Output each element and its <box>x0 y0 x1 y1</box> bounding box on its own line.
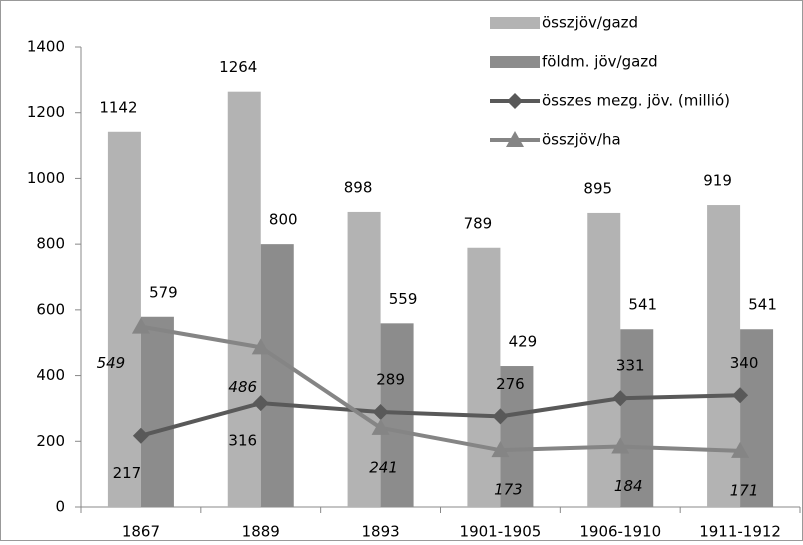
bar <box>380 323 414 507</box>
line-label: 549 <box>97 354 126 372</box>
line-marker <box>492 408 509 425</box>
bar-label: 789 <box>464 214 493 232</box>
legend-label: összjöv/gazd <box>542 14 638 32</box>
line-label: 184 <box>614 477 643 495</box>
bar <box>587 212 621 507</box>
line-label: 217 <box>113 464 142 482</box>
line <box>140 393 741 438</box>
bar <box>620 329 654 507</box>
legend-swatch <box>490 56 540 68</box>
legend-swatch <box>490 17 540 29</box>
line-marker <box>252 395 269 412</box>
y-tick-label: 1200 <box>27 103 65 121</box>
line-label: 276 <box>496 375 525 393</box>
x-tick-label: 1867 <box>122 523 160 541</box>
legend-label: földm. jöv/gazd <box>542 53 658 71</box>
line-label: 289 <box>376 371 405 389</box>
line-marker <box>372 404 389 421</box>
line-marker <box>371 418 390 435</box>
bar-label: 800 <box>269 211 298 229</box>
y-tick-label: 1400 <box>27 38 65 56</box>
line <box>140 324 741 453</box>
x-tick-label: 1901-1905 <box>460 523 542 541</box>
line-marker <box>731 441 750 458</box>
bar-label: 541 <box>628 296 657 314</box>
legend-label: összjöv/ha <box>542 131 621 149</box>
bar <box>227 91 261 507</box>
bar <box>140 316 174 507</box>
bar <box>107 131 141 507</box>
bar-label: 579 <box>149 283 178 301</box>
line-marker <box>251 338 270 355</box>
line-label: 316 <box>228 432 257 450</box>
bar-label: 559 <box>389 290 418 308</box>
bar-label: 1142 <box>99 98 137 116</box>
line-marker <box>611 437 630 454</box>
y-tick-label: 600 <box>36 300 65 318</box>
bar <box>500 366 534 507</box>
bar-label: 429 <box>509 333 538 351</box>
line-label: 173 <box>494 481 523 499</box>
y-tick-label: 1000 <box>27 169 65 187</box>
line-marker <box>491 441 510 458</box>
bar-label: 541 <box>748 296 777 314</box>
x-tick-label: 1906-1910 <box>579 523 661 541</box>
bar <box>347 211 381 507</box>
bar <box>260 244 294 507</box>
legend-label: összes mezg. jöv. (millió) <box>542 92 730 110</box>
bar <box>740 329 774 507</box>
y-tick-label: 200 <box>36 432 65 450</box>
line-label: 331 <box>616 357 645 375</box>
y-tick-label: 0 <box>55 498 65 516</box>
line-label: 340 <box>730 354 759 372</box>
line-marker <box>612 390 629 407</box>
line-label: 486 <box>228 378 257 396</box>
line-marker <box>732 387 749 404</box>
y-tick-label: 400 <box>36 366 65 384</box>
bar <box>467 247 501 507</box>
x-tick-label: 1893 <box>361 523 399 541</box>
bar-label: 898 <box>344 178 373 196</box>
y-tick-label: 800 <box>36 235 65 253</box>
line-label: 171 <box>730 481 759 499</box>
line-marker <box>131 317 150 334</box>
legend-marker <box>507 93 523 109</box>
bar-label: 1264 <box>219 58 257 76</box>
bar-label: 919 <box>703 172 732 190</box>
legend-marker <box>506 131 524 147</box>
x-tick-label: 1911-1912 <box>699 523 781 541</box>
line-label: 241 <box>369 458 398 476</box>
line-marker <box>132 427 149 444</box>
bar-label: 895 <box>583 179 612 197</box>
x-tick-label: 1889 <box>242 523 280 541</box>
